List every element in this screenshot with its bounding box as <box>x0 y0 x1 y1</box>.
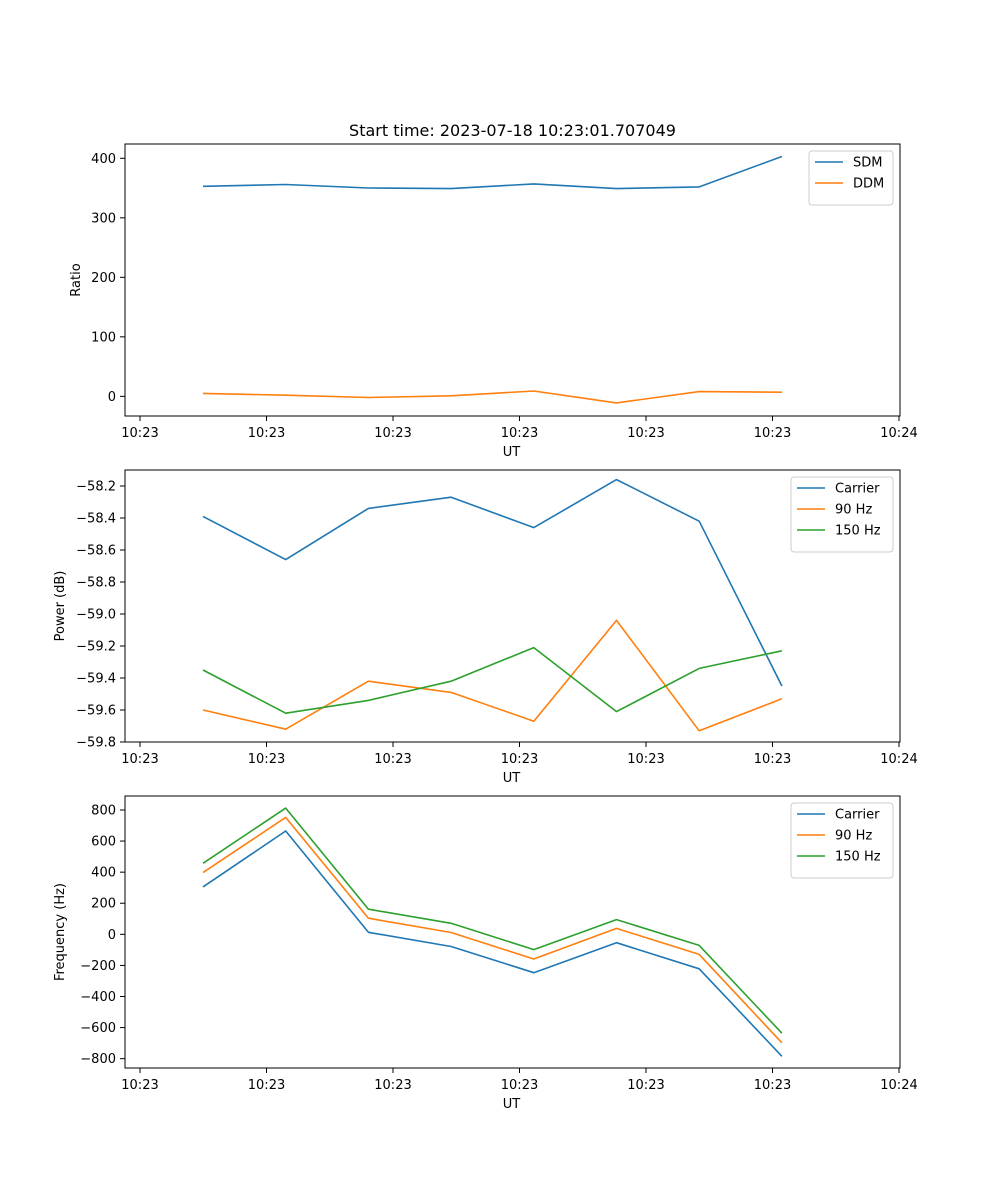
plot-area <box>125 470 900 742</box>
x-tick-label: 10:23 <box>501 1078 538 1093</box>
y-tick-label: 200 <box>91 897 116 912</box>
series-line-ddm <box>202 390 782 404</box>
y-tick-label: −59.0 <box>76 608 116 623</box>
x-tick-label: 10:23 <box>501 752 538 767</box>
axes-frame <box>124 469 901 743</box>
legend-entry: Carrier <box>835 482 880 497</box>
plot-area <box>125 144 900 416</box>
legend-box <box>808 150 894 206</box>
y-tick-label: −59.8 <box>76 736 116 751</box>
x-tick-label: 10:24 <box>880 1078 917 1093</box>
legend-entry: 150 Hz <box>835 524 881 539</box>
axes-frame <box>124 795 901 1069</box>
legend-entry: 90 Hz <box>835 503 872 518</box>
legend-box <box>790 802 894 879</box>
y-tick-label: −58.6 <box>76 544 116 559</box>
series-line-150-hz <box>202 646 783 715</box>
x-tick-label: 10:23 <box>627 1078 664 1093</box>
y-tick-label: 100 <box>91 330 116 345</box>
x-tick-label: 10:23 <box>248 752 285 767</box>
y-tick-label: −59.6 <box>76 704 116 719</box>
legend-box <box>790 476 894 553</box>
y-tick-label: 600 <box>91 835 116 850</box>
y-tick-label: −58.8 <box>76 576 116 591</box>
series-line-90-hz <box>202 619 783 732</box>
y-tick-label: −600 <box>80 1021 116 1036</box>
legend-entry: DDM <box>853 177 884 192</box>
y-tick-label: 400 <box>91 152 116 167</box>
power-panel: 10:23 10:23 10:23 10:23 10:23 10:23 10:24 −59.8… <box>53 469 918 786</box>
y-tick-label: −800 <box>80 1052 116 1067</box>
frequency-panel: 10:23 10:23 10:23 10:23 10:23 10:23 10:24 −800 −… <box>53 795 918 1112</box>
chart-title: Start time: 2023-07-18 10:23:01.707049 <box>349 121 676 140</box>
y-tick-label: −59.4 <box>76 672 116 687</box>
x-tick-label: 10:23 <box>374 1078 411 1093</box>
y-tick-label: 0 <box>108 390 116 405</box>
y-tick-label: 300 <box>91 211 116 226</box>
y-tick-label: −400 <box>80 990 116 1005</box>
x-tick-label: 10:23 <box>627 426 664 441</box>
y-axis-label: Power (dB) <box>53 571 68 642</box>
legend-entry: Carrier <box>835 808 880 823</box>
legend: Carrier 90 Hz 150 Hz <box>790 476 894 553</box>
legend: SDM DDM <box>808 150 894 206</box>
y-tick-label: −59.2 <box>76 640 116 655</box>
plot-area <box>125 796 900 1068</box>
x-axis-label: UT <box>503 445 521 460</box>
x-tick-label: 10:23 <box>121 1078 158 1093</box>
y-tick-label: −58.2 <box>76 480 116 495</box>
x-tick-label: 10:23 <box>754 1078 791 1093</box>
y-axis-label: Frequency (Hz) <box>53 883 68 981</box>
ratio-panel: 10:23 10:23 10:23 10:23 10:23 10:23 10:24 0 100 2… <box>69 121 918 460</box>
x-axis-label: UT <box>503 1097 521 1112</box>
x-tick-label: 10:23 <box>248 1078 285 1093</box>
y-axis-label: Ratio <box>69 263 84 296</box>
series-line-sdm <box>202 155 783 190</box>
x-tick-label: 10:23 <box>248 426 285 441</box>
legend-entry: SDM <box>853 156 882 171</box>
y-tick-label: 0 <box>108 928 116 943</box>
series-line-carrier <box>202 830 783 1057</box>
y-tick-label: 800 <box>91 803 116 818</box>
legend-entry: 150 Hz <box>835 850 881 865</box>
x-tick-label: 10:23 <box>754 426 791 441</box>
x-tick-label: 10:23 <box>121 752 158 767</box>
legend-entry: 90 Hz <box>835 829 872 844</box>
x-tick-label: 10:23 <box>501 426 538 441</box>
x-tick-label: 10:23 <box>374 752 411 767</box>
series-line-carrier <box>202 478 783 687</box>
x-axis-label: UT <box>503 771 521 786</box>
y-tick-label: 400 <box>91 866 116 881</box>
legend: Carrier 90 Hz 150 Hz <box>790 802 894 879</box>
y-tick-label: −58.4 <box>76 512 116 527</box>
series-line-150-hz <box>202 807 783 1034</box>
x-tick-label: 10:24 <box>880 752 917 767</box>
axes-frame <box>124 143 901 417</box>
y-tick-label: −200 <box>80 959 116 974</box>
x-tick-label: 10:23 <box>754 752 791 767</box>
x-tick-label: 10:23 <box>121 426 158 441</box>
x-tick-label: 10:23 <box>627 752 664 767</box>
series-line-90-hz <box>202 816 783 1044</box>
x-tick-label: 10:23 <box>374 426 411 441</box>
y-tick-label: 200 <box>91 271 116 286</box>
x-tick-label: 10:24 <box>880 426 917 441</box>
